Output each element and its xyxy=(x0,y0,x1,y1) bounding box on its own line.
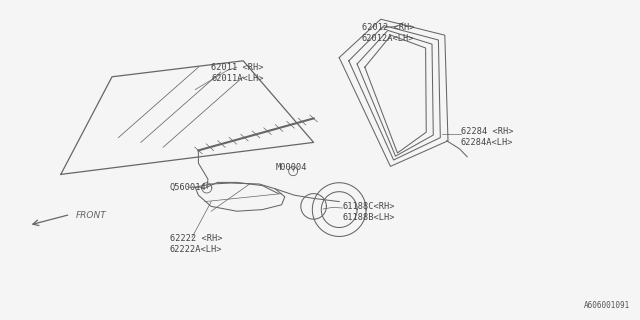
Text: 62012A<LH>: 62012A<LH> xyxy=(362,34,414,43)
Text: 62011 <RH>: 62011 <RH> xyxy=(211,63,264,72)
Text: 62284A<LH>: 62284A<LH> xyxy=(461,138,513,147)
Text: A606001091: A606001091 xyxy=(584,301,630,310)
Text: 61188C<RH>: 61188C<RH> xyxy=(342,202,395,211)
Text: Q560014: Q560014 xyxy=(170,183,206,192)
Text: 61188B<LH>: 61188B<LH> xyxy=(342,213,395,222)
Text: 62222 <RH>: 62222 <RH> xyxy=(170,234,222,243)
Text: FRONT: FRONT xyxy=(76,212,106,220)
Text: 62011A<LH>: 62011A<LH> xyxy=(211,74,264,83)
Text: 62012 <RH>: 62012 <RH> xyxy=(362,23,414,32)
Text: M00004: M00004 xyxy=(275,164,307,172)
Text: 62222A<LH>: 62222A<LH> xyxy=(170,245,222,254)
Text: 62284 <RH>: 62284 <RH> xyxy=(461,127,513,136)
